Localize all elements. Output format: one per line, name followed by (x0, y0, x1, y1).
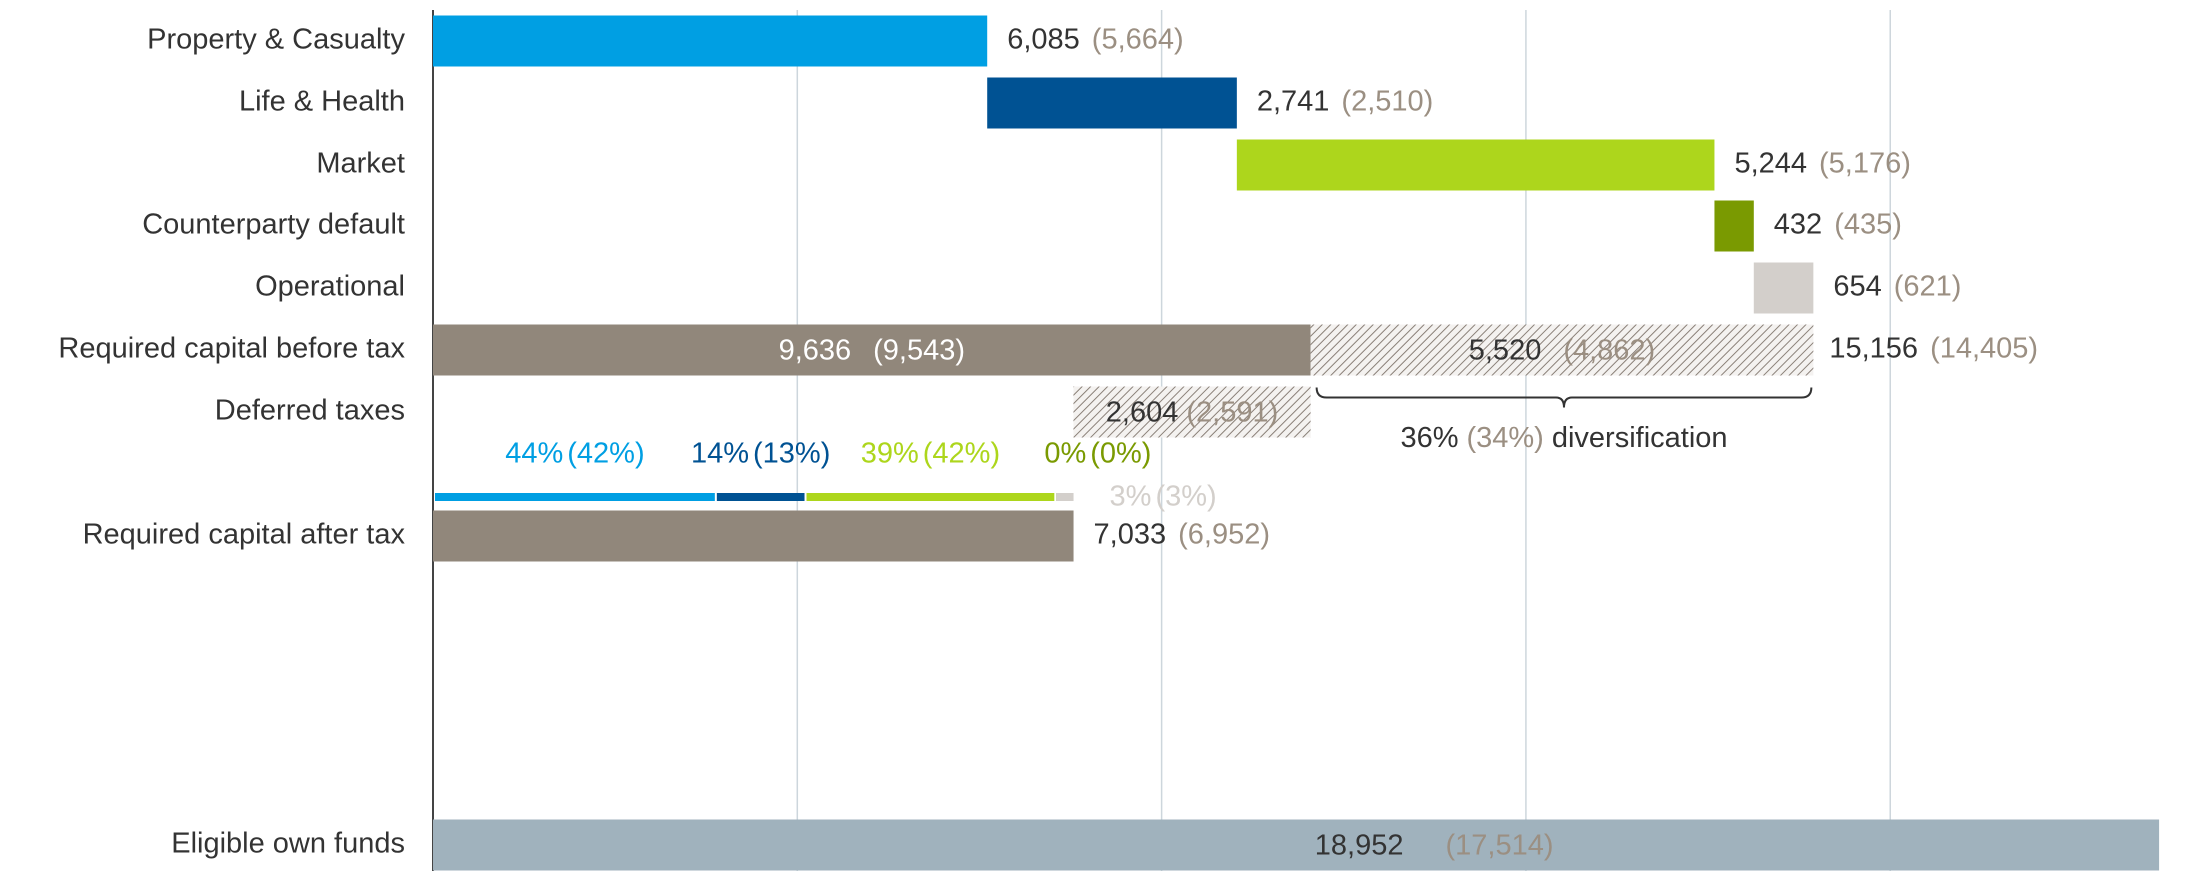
bar (433, 819, 2160, 871)
share-label: 36% (1400, 422, 1458, 454)
category-label: Life & Health (239, 86, 405, 118)
split-label: 44% (505, 438, 563, 470)
value-label: 6,085 (1007, 24, 1080, 56)
bar (433, 15, 988, 67)
prior-label: (5,176) (1819, 148, 1911, 180)
category-label: Market (316, 148, 405, 180)
prior-label: (14,405) (1930, 333, 2038, 365)
split-label: 3% (1110, 481, 1152, 513)
value-label: 654 (1833, 271, 1881, 303)
prior-label: (621) (1894, 271, 1962, 303)
prior-label: (6,952) (1178, 519, 1270, 551)
value-label: 7,033 (1094, 519, 1167, 551)
value-label: 18,952 (1315, 830, 1404, 862)
category-label: Property & Casualty (147, 24, 405, 56)
category-label: Operational (255, 271, 405, 303)
prior-label: (5,664) (1092, 24, 1184, 56)
bar (1073, 386, 1311, 438)
value-label: 2,741 (1257, 86, 1330, 118)
split-segment (1056, 493, 1074, 501)
split-prior-label: (13%) (753, 438, 830, 470)
bar (1236, 139, 1715, 191)
prior-label: (435) (1834, 209, 1902, 241)
split-label: 0% (1044, 438, 1086, 470)
category-label: Counterparty default (142, 209, 405, 241)
brace (1315, 387, 1813, 408)
diversification-text: diversification (1552, 422, 1728, 454)
prior-label: (4,862) (1563, 335, 1655, 367)
split-segment (435, 493, 715, 501)
bar (1714, 200, 1754, 252)
split-segment (806, 493, 1055, 501)
bar (433, 510, 1074, 562)
value-label: 15,156 (1829, 333, 1918, 365)
bar (1753, 262, 1814, 314)
category-label: Deferred taxes (215, 395, 405, 427)
split-label: 14% (691, 438, 749, 470)
split-prior-label: (0%) (1090, 438, 1151, 470)
category-label: Required capital after tax (83, 519, 406, 551)
prior-share-label: (34%) (1466, 422, 1543, 454)
category-label: Eligible own funds (171, 828, 405, 860)
category-label: Required capital before tax (58, 333, 405, 365)
value-label: 5,244 (1734, 148, 1807, 180)
value-label: 5,520 (1469, 335, 1542, 367)
split-prior-label: (3%) (1155, 481, 1216, 513)
prior-label: (2,510) (1341, 86, 1433, 118)
bar (987, 77, 1237, 129)
prior-label: (2,591) (1186, 397, 1278, 429)
split-prior-label: (42%) (923, 438, 1000, 470)
prior-label: (9,543) (873, 335, 965, 367)
prior-label: (17,514) (1445, 830, 1553, 862)
split-label: 39% (861, 438, 919, 470)
diversification-bar (1310, 324, 1814, 376)
value-label: 432 (1774, 209, 1822, 241)
value-label: 2,604 (1106, 397, 1179, 429)
bar (433, 324, 1311, 376)
value-label: 9,636 (779, 335, 852, 367)
split-prior-label: (42%) (567, 438, 644, 470)
split-segment (716, 493, 805, 501)
